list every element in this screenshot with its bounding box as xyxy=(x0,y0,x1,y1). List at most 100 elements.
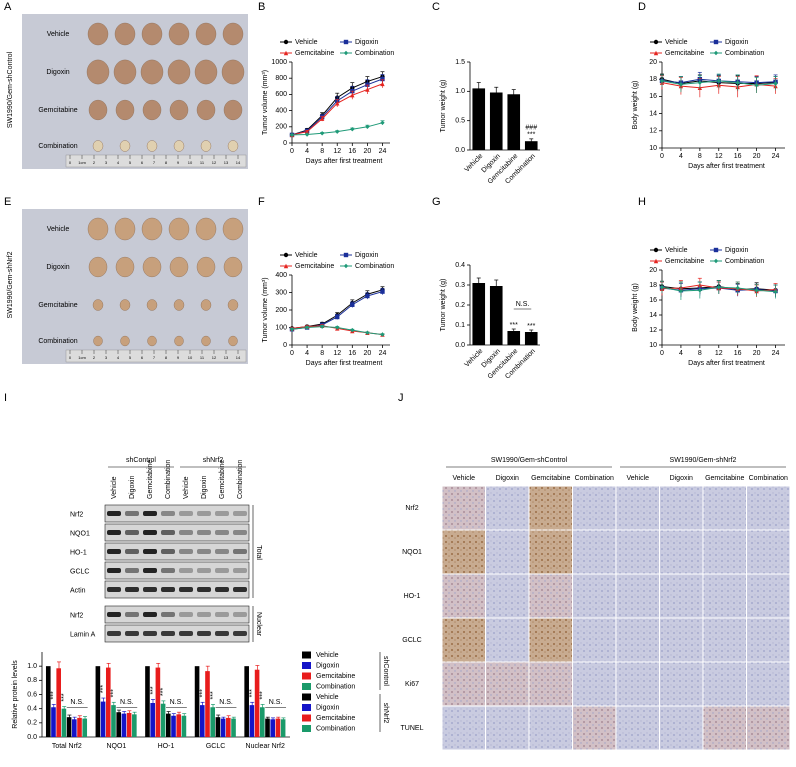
y-tick-label: 300 xyxy=(275,289,287,296)
y-tick-label: 1.0 xyxy=(455,88,465,95)
band xyxy=(125,530,139,535)
point xyxy=(773,81,778,86)
x-tick-label: 24 xyxy=(772,350,780,357)
ihc-image xyxy=(486,618,529,662)
ruler-label: 5 xyxy=(129,355,132,360)
bar xyxy=(100,701,106,737)
annotation: *** xyxy=(150,686,157,694)
band xyxy=(125,612,139,617)
annotation: *** xyxy=(527,323,535,330)
tumor xyxy=(169,99,189,121)
y-tick-label: 0.6 xyxy=(27,691,37,698)
x-tick-label: 24 xyxy=(772,153,780,160)
row-label: Combination xyxy=(38,338,77,345)
bar xyxy=(95,666,101,737)
band xyxy=(143,530,157,535)
tumor xyxy=(119,299,131,311)
band xyxy=(215,530,229,535)
point xyxy=(350,127,355,132)
bar xyxy=(77,717,82,737)
tumor xyxy=(114,22,136,46)
band xyxy=(197,587,211,592)
band xyxy=(179,530,193,535)
band xyxy=(107,631,121,636)
legend-label: Combination xyxy=(355,263,394,270)
side-label: SW1990/Gem-shNrf2 xyxy=(7,251,14,318)
annotation: N.S. xyxy=(269,699,283,706)
row-label: Vehicle xyxy=(47,31,70,38)
annotation: *** xyxy=(199,689,206,697)
point xyxy=(319,131,325,136)
bar xyxy=(472,283,486,345)
panel-letter: B xyxy=(258,1,265,13)
bar xyxy=(244,666,249,737)
legend-label: Gemcitabine xyxy=(316,715,355,722)
tumor xyxy=(168,217,190,241)
x-tick-label: 24 xyxy=(379,148,387,155)
point xyxy=(335,314,340,320)
lane-label: Vehicle xyxy=(111,476,118,499)
ruler-label: 4 xyxy=(117,160,120,165)
ihc-image xyxy=(747,662,790,706)
blot-strip xyxy=(104,523,250,542)
annotation: *** xyxy=(160,688,167,696)
side-label: SW1990/Gem-shControl xyxy=(7,51,14,128)
band xyxy=(143,511,157,516)
ihc-image xyxy=(486,662,529,706)
tumor xyxy=(169,256,189,278)
point xyxy=(754,83,759,88)
ihc-row-label: HO-1 xyxy=(404,593,421,600)
x-tick-label: 16 xyxy=(348,148,356,155)
row-label: Digoxin xyxy=(46,69,69,76)
y-tick-label: 0 xyxy=(283,342,287,349)
legend-label: Digoxin xyxy=(725,247,748,254)
band xyxy=(179,549,193,554)
legend-label: Vehicle xyxy=(316,652,339,659)
ruler-label: 14 xyxy=(236,160,241,165)
band xyxy=(197,631,211,636)
ihc-image xyxy=(486,706,529,750)
blot-row-label: GCLC xyxy=(70,568,89,575)
bar xyxy=(56,668,61,737)
bar xyxy=(215,717,221,737)
panel-letter: J xyxy=(398,392,404,404)
point xyxy=(659,78,665,84)
ruler-label: 11 xyxy=(200,160,205,165)
bar xyxy=(82,718,88,737)
band xyxy=(125,631,139,636)
legend-marker xyxy=(653,258,659,264)
ihc-image xyxy=(442,486,485,530)
point xyxy=(716,78,721,84)
ihc-group: SW1990/Gem-shControl xyxy=(491,457,568,464)
ihc-column: Gemcitabine xyxy=(705,475,744,482)
point xyxy=(697,80,703,85)
tumor xyxy=(115,256,135,278)
point xyxy=(380,289,385,294)
band xyxy=(179,568,193,573)
legend-marker xyxy=(653,50,659,56)
band xyxy=(161,511,175,516)
ruler-label: 12 xyxy=(212,355,217,360)
ruler-label: 3 xyxy=(105,355,108,360)
ihc-image xyxy=(747,574,790,618)
annotation: *** xyxy=(259,691,266,699)
lane-label: Gemcitabine xyxy=(147,460,154,499)
bar xyxy=(254,669,260,737)
point xyxy=(365,330,370,335)
x-tick-label: 8 xyxy=(698,350,702,357)
ihc-image xyxy=(747,706,790,750)
y-tick-label: 0.8 xyxy=(27,677,37,684)
bar xyxy=(249,705,255,737)
band xyxy=(143,612,157,617)
ihc-image xyxy=(747,486,790,530)
row-label: Gemcitabine xyxy=(38,302,77,309)
x-tick-label: 8 xyxy=(320,148,324,155)
ruler-label: 9 xyxy=(177,160,180,165)
annotation: *** xyxy=(527,132,535,139)
ruler-label: 14 xyxy=(236,355,241,360)
ihc-image xyxy=(573,530,616,574)
point xyxy=(335,101,340,106)
tumor xyxy=(120,335,130,347)
legend-group: shNrf2 xyxy=(382,703,389,724)
tumor xyxy=(227,299,239,311)
